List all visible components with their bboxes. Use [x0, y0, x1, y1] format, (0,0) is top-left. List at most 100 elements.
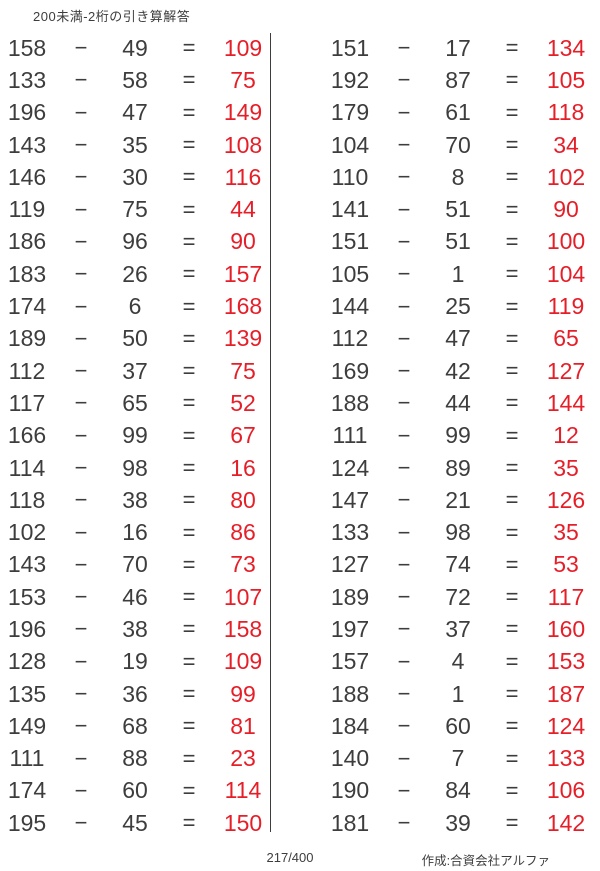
answer: 118 — [547, 99, 585, 126]
equation-row: 196 − 47 = 149 — [0, 97, 270, 129]
minuend: 143 — [7, 551, 47, 578]
minus-sign: − — [397, 616, 411, 642]
minuend: 151 — [330, 228, 370, 255]
subtrahend: 74 — [445, 551, 471, 578]
equals-sign: = — [505, 777, 519, 803]
subtrahend: 70 — [122, 551, 148, 578]
equals-sign: = — [182, 616, 196, 642]
credit-text: 作成:合資会社アルファ — [421, 854, 550, 868]
minuend: 196 — [7, 99, 47, 126]
answer: 153 — [546, 648, 586, 675]
minus-sign: − — [397, 390, 411, 416]
minus-sign: − — [397, 325, 411, 351]
subtrahend: 70 — [445, 131, 471, 158]
answer: 80 — [230, 486, 256, 513]
minuend: 188 — [330, 680, 370, 707]
minus-sign: − — [74, 99, 88, 125]
answer: 102 — [546, 163, 586, 190]
equation-row: 133 − 58 = 75 — [0, 64, 270, 96]
equals-sign: = — [505, 358, 519, 384]
subtrahend: 89 — [445, 454, 471, 481]
answer: 144 — [546, 389, 586, 416]
minuend: 111 — [332, 422, 368, 449]
minus-sign: − — [74, 422, 88, 448]
subtrahend: 38 — [122, 615, 148, 642]
minus-sign: − — [397, 35, 411, 61]
equation-row: 188 − 1 = 187 — [323, 678, 593, 710]
subtrahend: 65 — [122, 389, 148, 416]
subtrahend: 38 — [122, 486, 148, 513]
answer: 81 — [230, 712, 256, 739]
subtrahend: 6 — [128, 293, 142, 320]
equation-row: 189 − 50 = 139 — [0, 323, 270, 355]
subtrahend: 88 — [122, 745, 148, 772]
equals-sign: = — [505, 745, 519, 771]
subtrahend: 8 — [451, 163, 465, 190]
answer: 44 — [230, 196, 256, 223]
subtrahend: 47 — [122, 99, 148, 126]
minuend: 149 — [7, 712, 47, 739]
equation-row: 144 − 25 = 119 — [323, 290, 593, 322]
answer: 133 — [546, 745, 586, 772]
equals-sign: = — [182, 35, 196, 61]
subtrahend: 51 — [445, 228, 471, 255]
subtrahend: 99 — [445, 422, 471, 449]
equation-row: 147 − 21 = 126 — [323, 484, 593, 516]
answer: 117 — [547, 583, 585, 610]
equals-sign: = — [505, 616, 519, 642]
minuend: 188 — [330, 389, 370, 416]
minus-sign: − — [397, 293, 411, 319]
minuend: 140 — [330, 745, 370, 772]
minuend: 133 — [330, 519, 370, 546]
equation-row: 112 − 47 = 65 — [323, 323, 593, 355]
equals-sign: = — [505, 325, 519, 351]
answer: 90 — [553, 196, 579, 223]
equals-sign: = — [182, 196, 196, 222]
minus-sign: − — [74, 293, 88, 319]
minuend: 169 — [330, 357, 370, 384]
subtrahend: 98 — [445, 519, 471, 546]
answer: 142 — [546, 809, 586, 836]
minus-sign: − — [74, 325, 88, 351]
equals-sign: = — [182, 422, 196, 448]
equals-sign: = — [182, 228, 196, 254]
equation-row: 151 − 51 = 100 — [323, 226, 593, 258]
minus-sign: − — [74, 35, 88, 61]
minus-sign: − — [74, 132, 88, 158]
answer: 109 — [223, 648, 263, 675]
answer: 75 — [230, 66, 256, 93]
equation-row: 169 − 42 = 127 — [323, 355, 593, 387]
minuend: 133 — [7, 66, 47, 93]
equation-row: 133 − 98 = 35 — [323, 516, 593, 548]
answer: 157 — [223, 260, 263, 287]
equation-row: 140 − 7 = 133 — [323, 743, 593, 775]
answer: 16 — [230, 454, 256, 481]
page-number: 217/400 — [266, 850, 314, 865]
subtrahend: 30 — [122, 163, 148, 190]
equation-row: 196 − 38 = 158 — [0, 613, 270, 645]
answer: 100 — [546, 228, 586, 255]
subtrahend: 84 — [445, 777, 471, 804]
equals-sign: = — [182, 132, 196, 158]
minuend: 112 — [331, 325, 369, 352]
equals-sign: = — [182, 99, 196, 125]
answer: 90 — [230, 228, 256, 255]
minuend: 135 — [7, 680, 47, 707]
minus-sign: − — [74, 228, 88, 254]
minus-sign: − — [397, 487, 411, 513]
minus-sign: − — [397, 777, 411, 803]
minus-sign: − — [74, 358, 88, 384]
answer: 116 — [224, 163, 262, 190]
equals-sign: = — [182, 713, 196, 739]
equals-sign: = — [182, 67, 196, 93]
answer: 106 — [546, 777, 586, 804]
equals-sign: = — [182, 681, 196, 707]
equation-row: 111 − 99 = 12 — [323, 420, 593, 452]
minus-sign: − — [74, 261, 88, 287]
minus-sign: − — [74, 519, 88, 545]
minus-sign: − — [74, 164, 88, 190]
minuend: 104 — [330, 131, 370, 158]
subtrahend: 46 — [122, 583, 148, 610]
answer: 108 — [223, 131, 263, 158]
answer: 65 — [553, 325, 579, 352]
